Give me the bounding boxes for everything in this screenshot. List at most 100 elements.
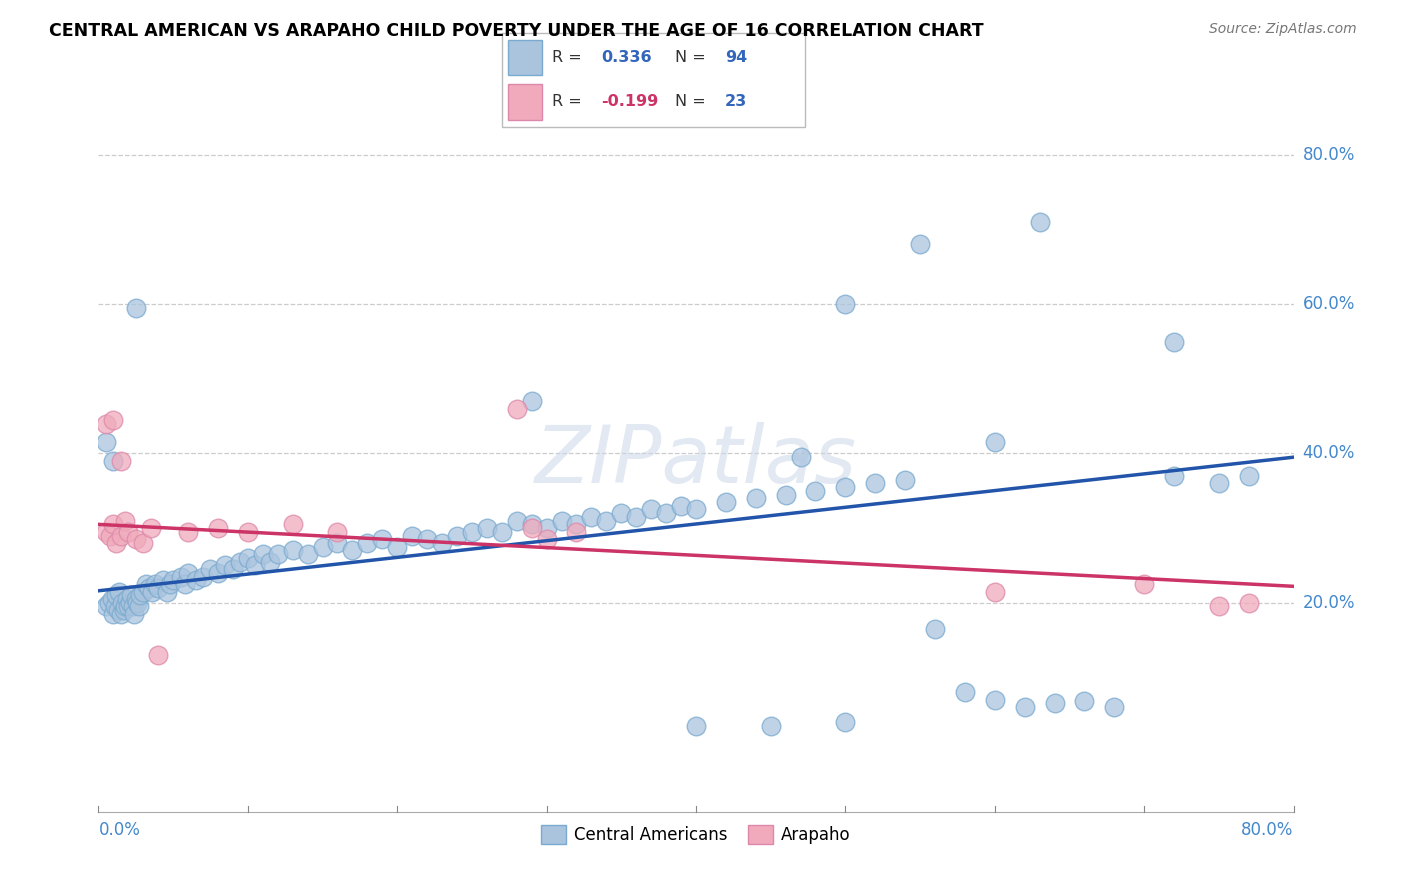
Point xyxy=(759,719,782,733)
Point xyxy=(177,524,200,539)
Point xyxy=(103,413,125,427)
Text: 20.0%: 20.0% xyxy=(1302,594,1355,612)
Point xyxy=(129,588,152,602)
Point xyxy=(1104,700,1126,714)
Text: 23: 23 xyxy=(725,95,747,110)
Text: 40.0%: 40.0% xyxy=(1302,444,1355,462)
Point xyxy=(94,524,117,539)
Point xyxy=(98,528,122,542)
Point xyxy=(184,574,207,588)
Point xyxy=(640,502,662,516)
Point xyxy=(581,509,603,524)
Point xyxy=(125,592,148,607)
Point xyxy=(1208,599,1230,614)
Bar xyxy=(509,40,543,76)
Point xyxy=(259,555,281,569)
Point xyxy=(326,536,349,550)
Point xyxy=(908,237,931,252)
Point xyxy=(595,514,617,528)
Point xyxy=(148,648,170,662)
Point xyxy=(214,558,236,573)
Point xyxy=(135,577,157,591)
Bar xyxy=(509,84,543,120)
Point xyxy=(297,547,319,561)
Point xyxy=(865,476,887,491)
Point xyxy=(143,577,166,591)
Point xyxy=(114,514,136,528)
Point xyxy=(103,607,125,621)
Point xyxy=(128,599,150,614)
Point xyxy=(520,517,543,532)
Point xyxy=(506,514,529,528)
Point xyxy=(520,521,543,535)
Point xyxy=(200,562,222,576)
Text: 94: 94 xyxy=(725,50,747,65)
Text: 80.0%: 80.0% xyxy=(1302,146,1355,164)
Point xyxy=(94,599,117,614)
Point xyxy=(1073,694,1095,708)
FancyBboxPatch shape xyxy=(502,33,806,128)
Point xyxy=(789,450,811,465)
Point xyxy=(207,521,229,535)
Point xyxy=(342,543,364,558)
Point xyxy=(110,454,132,468)
Text: 80.0%: 80.0% xyxy=(1241,821,1294,838)
Point xyxy=(984,435,1007,450)
Text: ZIPatlas: ZIPatlas xyxy=(534,422,858,500)
Point xyxy=(894,473,917,487)
Point xyxy=(924,622,946,636)
Point xyxy=(685,502,707,516)
Point xyxy=(714,495,737,509)
Point xyxy=(804,483,827,498)
Point xyxy=(191,569,214,583)
Point xyxy=(174,577,197,591)
Point xyxy=(97,596,120,610)
Point xyxy=(245,558,267,573)
Text: R =: R = xyxy=(551,50,586,65)
Point xyxy=(834,297,856,311)
Point xyxy=(110,607,132,621)
Point xyxy=(115,592,138,607)
Point xyxy=(1163,468,1185,483)
Point xyxy=(461,524,484,539)
Point xyxy=(669,499,692,513)
Point xyxy=(1014,700,1036,714)
Point xyxy=(148,581,170,595)
Point xyxy=(550,514,572,528)
Point xyxy=(118,596,141,610)
Point xyxy=(281,517,304,532)
Point xyxy=(953,685,976,699)
Point xyxy=(94,435,117,450)
Point xyxy=(132,584,155,599)
Point xyxy=(159,577,181,591)
Point xyxy=(105,588,128,602)
Point xyxy=(311,540,333,554)
Point xyxy=(162,574,184,588)
Point xyxy=(520,394,543,409)
Point xyxy=(834,715,856,730)
Point xyxy=(446,528,468,542)
Point xyxy=(103,454,125,468)
Point xyxy=(139,521,162,535)
Point xyxy=(108,584,131,599)
Point xyxy=(401,528,423,542)
Text: R =: R = xyxy=(551,95,586,110)
Point xyxy=(745,491,768,506)
Text: -0.199: -0.199 xyxy=(602,95,658,110)
Point xyxy=(1133,577,1156,591)
Point xyxy=(1237,596,1260,610)
Point xyxy=(506,401,529,416)
Point xyxy=(1208,476,1230,491)
Point xyxy=(475,521,498,535)
Point xyxy=(685,719,707,733)
Point xyxy=(229,555,252,569)
Point xyxy=(252,547,274,561)
Point xyxy=(430,536,453,550)
Point xyxy=(141,584,163,599)
Point xyxy=(101,592,124,607)
Point xyxy=(536,521,558,535)
Point xyxy=(1028,215,1050,229)
Point xyxy=(536,533,558,547)
Point xyxy=(152,574,174,588)
Point xyxy=(125,533,148,547)
